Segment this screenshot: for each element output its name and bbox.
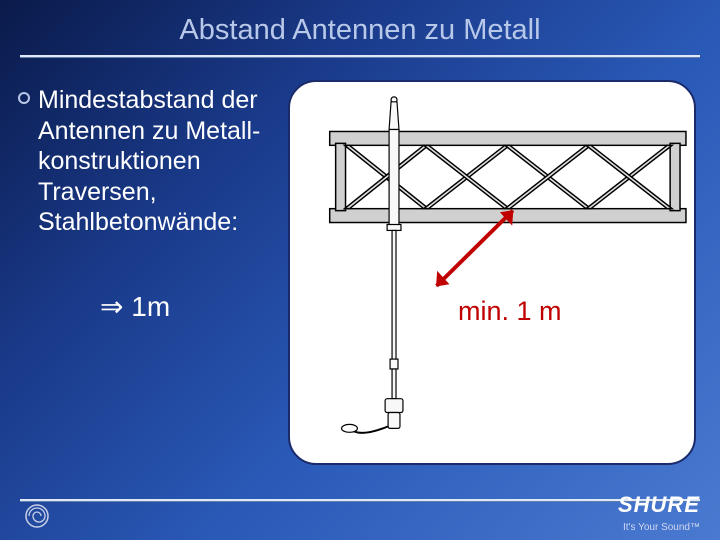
conclusion-line: ⇒ 1m — [100, 290, 170, 323]
arrow-icon: ⇒ — [100, 291, 123, 322]
illustration-panel: min. 1 m — [288, 80, 696, 465]
conclusion-value: 1m — [131, 291, 170, 322]
footer-divider — [20, 499, 700, 502]
title-underline — [20, 55, 700, 58]
slide-title: Abstand Antennen zu Metall — [0, 14, 720, 47]
slide: Abstand Antennen zu Metall Mindestabstan… — [0, 0, 720, 540]
min-distance-label: min. 1 m — [458, 296, 562, 327]
footer-swirl-icon — [22, 503, 52, 529]
diagram-svg — [290, 82, 694, 463]
bullet-text: Mindestabstand der Antennen zu Metall- k… — [38, 85, 298, 238]
bullet-marker-icon — [18, 92, 30, 104]
brand-tagline: It's Your Sound™ — [623, 522, 700, 533]
brand-logo: SHURE — [618, 492, 700, 518]
